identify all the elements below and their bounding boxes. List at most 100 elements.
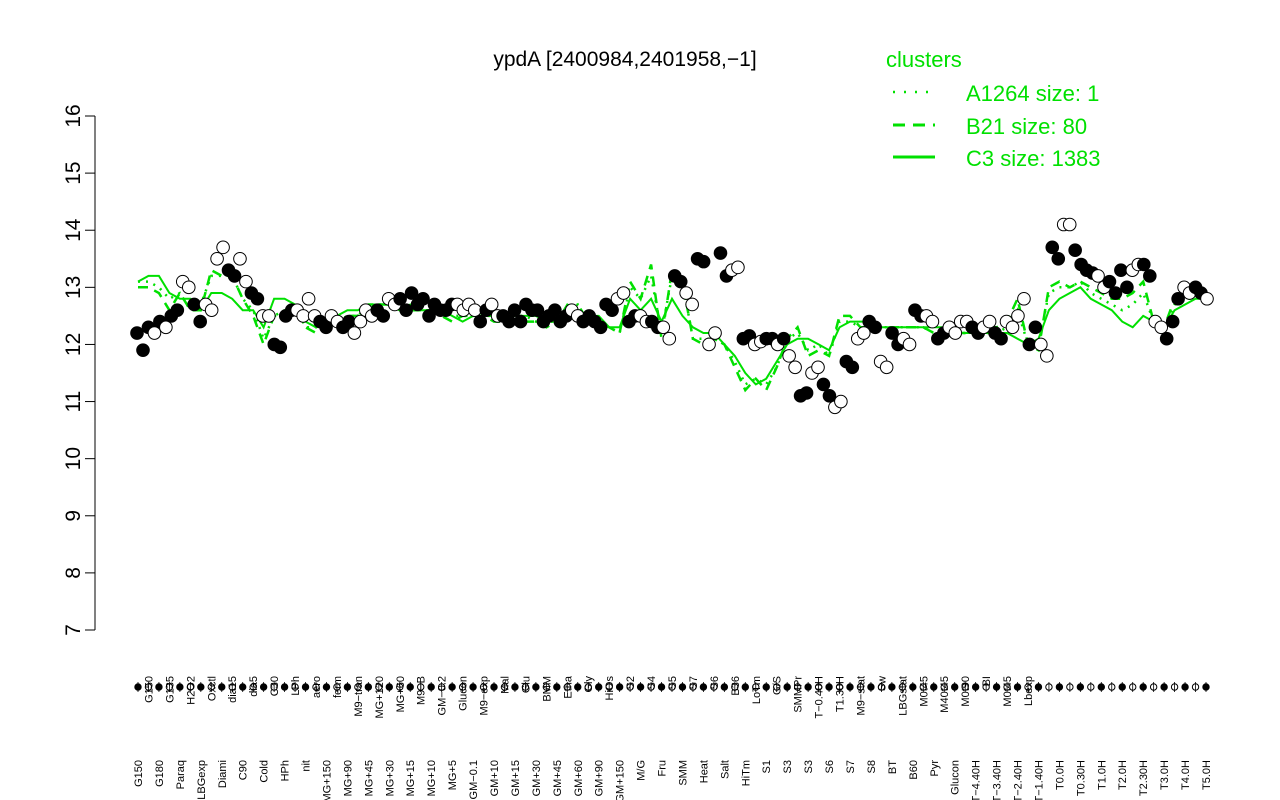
x-tick-label: SMMPr (793, 676, 805, 713)
x-tick-label: MG+90 (342, 760, 354, 796)
series-line-c3 (137, 274, 1206, 386)
x-tick-label: M9−tran (353, 676, 365, 717)
data-point (1102, 274, 1117, 289)
data-point (982, 314, 997, 329)
data-point (708, 326, 722, 340)
y-tick-label: 7 (62, 624, 85, 636)
x-tick-label: S7 (845, 760, 857, 773)
data-point (239, 274, 253, 289)
x-tick-label: T−0.40H (814, 676, 826, 719)
data-point (353, 314, 368, 329)
x-tick-label: M/G (636, 760, 648, 781)
x-tick-label: BI (981, 676, 993, 686)
x-tick-label: MG+5 (447, 760, 459, 790)
series-line-b21 (138, 264, 1206, 393)
y-tick-label: 10 (62, 447, 85, 470)
data-point (685, 297, 699, 312)
data-point (159, 320, 173, 335)
x-tick-label: S6 (824, 760, 836, 773)
x-tick-label: MG+150 (321, 760, 333, 800)
data-point (948, 326, 963, 340)
data-point (593, 320, 608, 335)
x-tick-label: nit (301, 760, 313, 772)
data-point (702, 337, 716, 352)
data-point (193, 314, 208, 329)
data-point (673, 274, 688, 289)
data-point (216, 240, 230, 255)
data-point (834, 394, 848, 409)
x-tick-label: G180 (154, 760, 166, 787)
y-tick-label: 8 (62, 567, 85, 579)
x-tick-label: GM+90 (594, 760, 606, 796)
data-point (776, 331, 791, 346)
x-tick-label: Paraq (175, 760, 187, 789)
data-point (1011, 309, 1025, 323)
data-point (473, 314, 488, 329)
x-tick-label: T0.30H (1075, 760, 1087, 796)
data-point (250, 291, 265, 306)
x-tick-label: S5 (667, 676, 679, 689)
data-point (1171, 291, 1185, 306)
x-tick-label: GM+10 (489, 760, 501, 796)
x-tick-label: T4.0H (1180, 760, 1192, 790)
data-point (296, 309, 310, 323)
data-point (1045, 240, 1060, 255)
x-tick-label: HiOs (604, 676, 616, 701)
data-point (1114, 263, 1128, 278)
x-tick-label: S4 (646, 676, 658, 689)
data-point (347, 326, 362, 340)
data-point (1142, 269, 1157, 283)
data-point (1040, 349, 1054, 363)
x-tick-label: M9−exp (479, 676, 491, 715)
y-tick-label: 13 (62, 276, 85, 299)
x-tick-label: T−1.40H (1033, 760, 1045, 800)
x-tick-label: SMM (677, 760, 689, 786)
x-tick-label: Salt (719, 760, 731, 779)
x-tick-label: G/S (772, 676, 784, 695)
data-point (1159, 331, 1174, 346)
data-point (204, 303, 219, 317)
x-tick-label: T−2.40H (1013, 760, 1025, 800)
x-tick-label: Gly (583, 676, 595, 693)
x-tick-label: Lbexp (1023, 676, 1035, 706)
x-tick-label: GM+150 (615, 760, 627, 800)
data-point (902, 337, 917, 352)
data-point (233, 251, 247, 266)
x-tick-label: M0t45 (918, 676, 930, 707)
x-tick-label: S1 (761, 760, 773, 773)
data-point (799, 386, 814, 400)
data-point (1154, 320, 1169, 335)
x-tick-label: Glucon (458, 676, 470, 711)
data-point (731, 260, 745, 275)
x-tick-label: M9−stat (855, 676, 867, 715)
data-point (656, 320, 671, 335)
data-point (879, 360, 894, 375)
x-tick-label: MG+15 (405, 760, 417, 796)
data-point (1136, 257, 1151, 272)
x-tick-label: T1.0H (1096, 760, 1108, 790)
data-point (822, 389, 837, 403)
x-tick-label: ferm (332, 676, 344, 698)
x-tick-label: Cold (259, 760, 271, 783)
x-tick-label: dia5 (248, 676, 260, 697)
legend: clusters A1264 size: 1 B21 size: 80 C3 s… (886, 47, 1101, 171)
data-point (1028, 320, 1043, 335)
data-point (301, 291, 316, 306)
x-tick-label: G150 (133, 760, 145, 787)
x-tick-label: aero (311, 676, 323, 698)
x-tick-label: Heat (698, 760, 710, 783)
chart-title: ypdA [2400984,2401958,−1] (493, 48, 756, 71)
x-tick-label: Pyr (929, 760, 941, 777)
x-tick-label: MG+30 (384, 760, 396, 796)
data-point (342, 314, 356, 329)
data-point (811, 360, 825, 375)
data-point (1108, 286, 1123, 300)
data-point (616, 286, 631, 300)
data-point (262, 309, 276, 323)
y-tick-label: 9 (62, 510, 85, 522)
y-tick-label: 14 (62, 218, 85, 242)
x-tick-label: T2.0H (1117, 760, 1129, 790)
data-point (484, 297, 499, 312)
data-point (605, 303, 619, 317)
data-point (376, 309, 391, 323)
